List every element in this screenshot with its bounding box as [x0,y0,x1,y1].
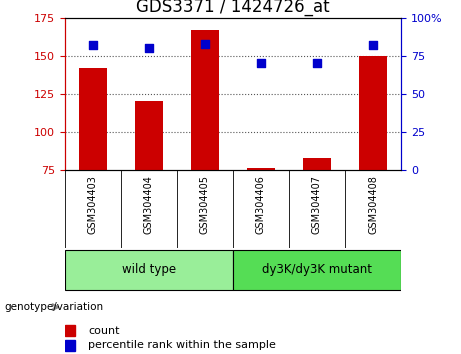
Bar [78,68,106,170]
Text: GSM304404: GSM304404 [144,176,154,234]
Bar [247,169,275,170]
Text: wild type: wild type [122,263,176,275]
Text: GSM304405: GSM304405 [200,176,210,234]
Text: dy3K/dy3K mutant: dy3K/dy3K mutant [262,263,372,275]
Bar [233,250,401,290]
Bar [359,56,387,170]
Point [313,61,321,66]
Bar [135,101,163,170]
Text: GSM304407: GSM304407 [312,176,322,234]
Text: count: count [88,326,119,336]
Point [257,61,265,66]
Bar [191,30,219,170]
Point [89,42,96,48]
Text: percentile rank within the sample: percentile rank within the sample [88,341,276,350]
Point [145,45,152,51]
Text: GSM304403: GSM304403 [88,176,98,234]
Bar [65,340,75,351]
Title: GDS3371 / 1424726_at: GDS3371 / 1424726_at [136,0,330,16]
Bar [303,158,331,170]
Point [369,42,377,48]
Point [201,41,208,46]
Text: GSM304408: GSM304408 [368,176,378,234]
Text: genotype/variation: genotype/variation [5,302,104,312]
Text: GSM304406: GSM304406 [256,176,266,234]
Bar [65,250,233,290]
Bar [65,325,75,336]
